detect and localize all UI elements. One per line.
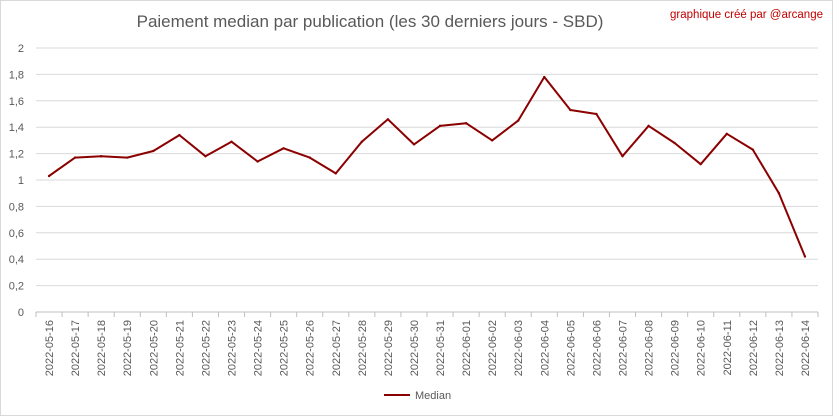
data-point — [673, 141, 676, 145]
x-axis-ticks: 2022-05-16 2022-05-17 2022-05-18 2022-05-19… — [35, 312, 819, 376]
x-tick-label: 2022-06-10 — [696, 320, 708, 376]
data-point — [334, 172, 337, 175]
data-point — [256, 160, 259, 163]
data-point — [178, 133, 181, 137]
y-tick-label: 0,2 — [9, 281, 24, 293]
data-point — [360, 140, 364, 143]
x-tick-label: 2022-05-27 — [331, 320, 343, 376]
y-tick-label: 1,6 — [9, 96, 24, 108]
x-tick-label: 2022-05-26 — [305, 320, 317, 376]
x-tick-label: 2022-05-30 — [409, 320, 421, 376]
legend: Median — [384, 390, 451, 402]
data-point — [204, 155, 207, 158]
x-tick-label: 2022-06-08 — [644, 320, 656, 376]
x-tick-label: 2022-06-07 — [618, 320, 630, 376]
y-tick-label: 2 — [18, 43, 24, 55]
data-point — [282, 147, 285, 150]
x-tick-label: 2022-05-23 — [227, 320, 239, 376]
data-point — [517, 119, 520, 122]
x-tick-label: 2022-05-25 — [279, 320, 291, 376]
data-point — [230, 140, 233, 143]
series-line-median — [48, 76, 806, 257]
data-point — [464, 122, 468, 125]
data-point — [99, 155, 103, 158]
x-tick-label: 2022-06-12 — [748, 320, 760, 376]
x-tick-label: 2022-05-20 — [148, 320, 160, 376]
y-tick-label: 1,4 — [9, 122, 24, 134]
data-point — [412, 143, 416, 146]
data-point — [73, 156, 77, 159]
x-tick-label: 2022-06-05 — [565, 320, 577, 376]
x-tick-label: 2022-05-29 — [383, 320, 395, 376]
legend-label: Median — [415, 390, 451, 402]
data-point — [543, 75, 546, 79]
x-tick-label: 2022-05-28 — [357, 320, 369, 376]
y-tick-label: 0,6 — [9, 228, 24, 240]
x-tick-label: 2022-05-31 — [435, 320, 447, 376]
y-tick-label: 1,8 — [9, 69, 24, 81]
x-tick-label: 2022-05-16 — [44, 320, 56, 376]
x-tick-label: 2022-05-24 — [253, 320, 265, 376]
y-tick-label: 0,4 — [9, 254, 24, 266]
data-point — [47, 174, 51, 178]
data-point — [621, 155, 624, 158]
y-tick-label: 1,2 — [9, 149, 24, 161]
data-point — [777, 192, 781, 195]
data-point — [803, 255, 807, 258]
data-point — [751, 148, 755, 151]
chart-title: Paiement median par publication (les 30 … — [136, 12, 604, 31]
x-tick-label: 2022-06-06 — [591, 320, 603, 376]
series-lines — [47, 75, 807, 258]
data-point — [438, 124, 442, 128]
data-point — [308, 156, 311, 159]
y-axis-ticks: 0 0,2 0,4 0,6 0,8 1 1,2 1,4 1,6 1,8 2 — [9, 43, 24, 319]
data-point — [647, 124, 650, 128]
data-point — [725, 132, 728, 135]
x-tick-label: 2022-06-14 — [800, 320, 812, 376]
data-point — [126, 156, 129, 159]
data-point — [569, 108, 572, 112]
data-point — [595, 112, 598, 116]
x-tick-label: 2022-06-13 — [774, 320, 786, 376]
y-tick-label: 1 — [18, 175, 24, 187]
x-tick-label: 2022-06-03 — [513, 320, 525, 376]
data-point — [152, 149, 155, 153]
x-tick-label: 2022-05-21 — [174, 320, 186, 376]
data-point — [386, 118, 390, 121]
chart-credit: graphique créé par @arcange — [670, 9, 823, 21]
y-tick-label: 0 — [18, 307, 24, 319]
data-point — [490, 139, 494, 142]
data-point — [699, 162, 702, 166]
gridlines — [36, 47, 818, 313]
x-tick-label: 2022-05-17 — [70, 320, 82, 376]
x-tick-label: 2022-06-01 — [461, 320, 473, 376]
x-tick-label: 2022-06-02 — [487, 320, 499, 376]
x-tick-label: 2022-06-09 — [670, 320, 682, 376]
y-tick-label: 0,8 — [9, 201, 24, 213]
x-tick-label: 2022-06-04 — [539, 320, 551, 376]
x-tick-label: 2022-05-22 — [200, 320, 212, 376]
x-tick-label: 2022-05-19 — [122, 320, 134, 376]
x-tick-label: 2022-05-18 — [96, 320, 108, 376]
x-tick-label: 2022-06-11 — [722, 320, 734, 375]
